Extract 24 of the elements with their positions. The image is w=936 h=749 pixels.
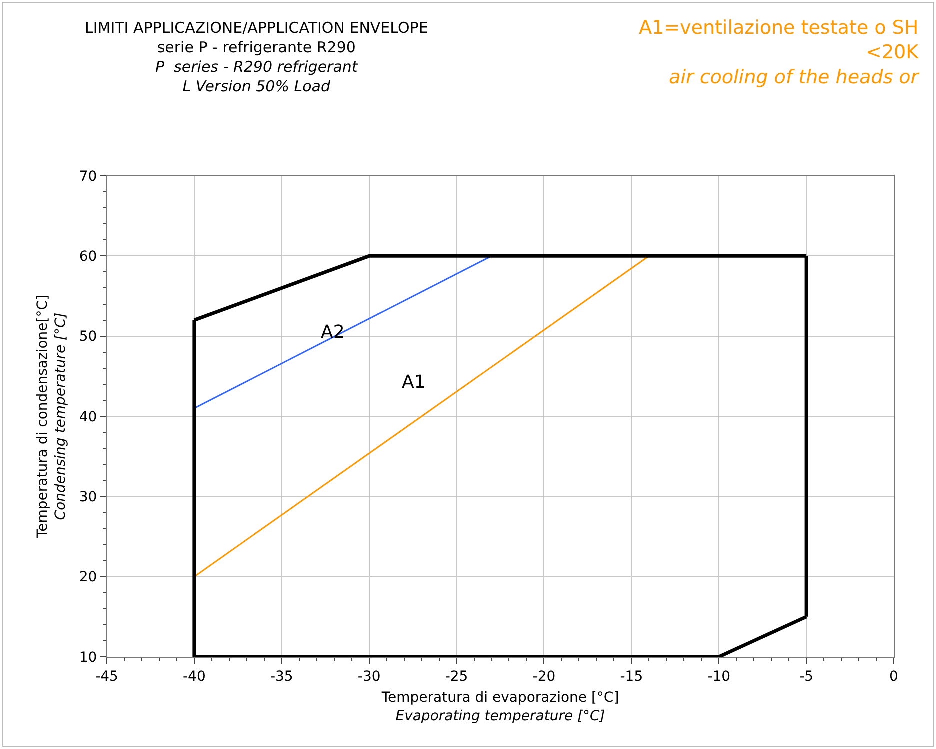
y-tick-label: 60 <box>79 249 98 266</box>
x-tick-label: -5 <box>800 668 814 685</box>
y-axis-title: Temperatura di condensazione[°C] Condensing temperature [°C] <box>34 294 69 540</box>
chart-title: LIMITI APPLICAZIONE/APPLICATION ENVELOPE <box>85 19 428 37</box>
y-tick-label: 20 <box>79 570 98 586</box>
x-tick-label: -20 <box>532 668 556 685</box>
annotation: A1 <box>402 372 426 393</box>
text: A1=ventilazione testate o SH <20K air cooling of the heads or <box>639 17 920 88</box>
x-tick-label: -30 <box>358 668 381 685</box>
annotation: A2 <box>321 322 345 343</box>
y-tick-label: 70 <box>79 168 98 185</box>
y-tick-label: 30 <box>79 490 98 506</box>
x-tick-label: 0 <box>890 668 898 685</box>
x-tick-label: -40 <box>183 668 206 685</box>
x-tick-label: -15 <box>620 668 644 685</box>
x-tick-label: -10 <box>708 668 731 685</box>
x-tick-label: -45 <box>96 668 118 685</box>
y-tick-label: 10 <box>79 650 98 666</box>
y-tick-label: 40 <box>79 409 98 426</box>
chart-subtitle: serie P - refrigerante R290 P series - R290 refrigerant L Version 50% Load <box>156 38 359 96</box>
x-tick-label: -35 <box>270 668 294 685</box>
x-tick-label: -25 <box>445 668 468 685</box>
x-axis-title: Temperatura di evaporazione [°C] Evaporating temperature [°C] <box>380 690 620 724</box>
y-tick-label: 50 <box>79 329 98 346</box>
